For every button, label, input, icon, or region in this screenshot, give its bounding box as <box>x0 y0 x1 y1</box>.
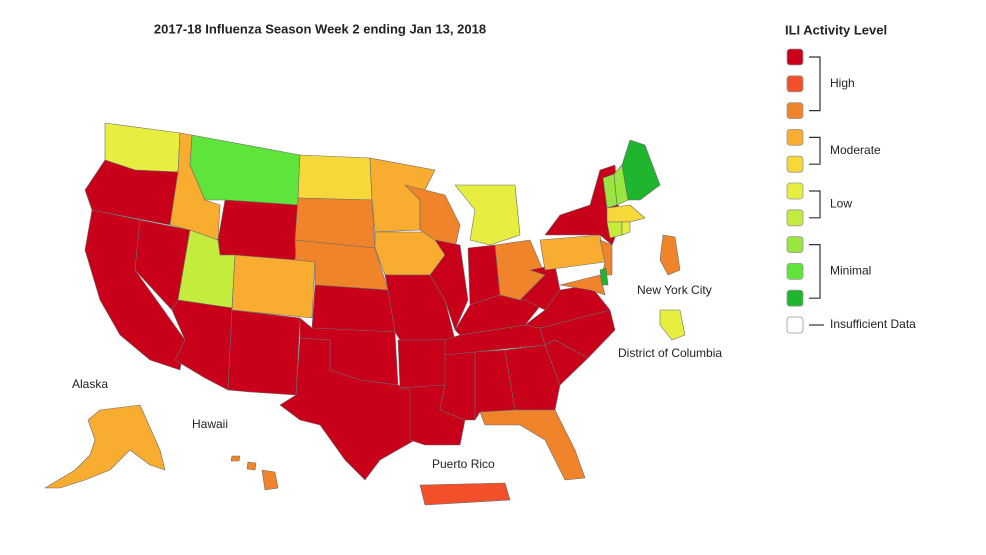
states <box>44 122 686 506</box>
legend-swatch <box>786 236 804 254</box>
legend-swatch <box>786 289 804 307</box>
legend-swatch <box>786 262 804 280</box>
legend-swatch <box>786 155 804 173</box>
legend-title: ILI Activity Level <box>785 22 887 37</box>
region-label: Alaska <box>72 377 108 391</box>
territory <box>419 482 511 506</box>
legend-label: High <box>830 76 855 90</box>
district-inset <box>659 309 686 341</box>
legend-bracket <box>809 56 821 112</box>
legend-label: Low <box>830 197 852 211</box>
legend-bracket <box>809 136 821 165</box>
region-label: Hawaii <box>192 417 228 431</box>
state <box>544 164 621 246</box>
region-label: Puerto Rico <box>432 457 495 471</box>
legend-swatch <box>786 316 804 334</box>
legend-bracket <box>809 190 821 219</box>
city-inset <box>659 234 681 276</box>
state <box>467 244 501 306</box>
state <box>429 239 469 331</box>
legend-swatch <box>786 102 804 119</box>
state <box>261 469 279 491</box>
state <box>479 409 586 481</box>
map-title: 2017-18 Influenza Season Week 2 ending J… <box>154 21 486 36</box>
state <box>297 154 373 201</box>
legend-label: Moderate <box>830 143 881 157</box>
state <box>294 197 376 249</box>
state <box>621 139 661 201</box>
legend-swatch <box>786 182 804 200</box>
state <box>504 344 561 411</box>
legend-swatch <box>786 128 804 146</box>
state <box>246 461 257 471</box>
state <box>621 221 631 236</box>
state <box>189 134 301 206</box>
region-label: District of Columbia <box>618 346 722 360</box>
legend: ILI Activity Level High Moderate Low Minima… <box>785 22 916 334</box>
state <box>44 404 166 489</box>
region-label: New York City <box>637 283 712 297</box>
legend-swatch <box>786 48 804 66</box>
state <box>539 234 606 271</box>
state <box>606 204 646 223</box>
legend-bracket <box>809 244 821 299</box>
state <box>227 309 301 396</box>
state <box>519 264 561 311</box>
state <box>606 221 623 239</box>
state <box>230 455 241 462</box>
legend-label: Minimal <box>830 264 871 278</box>
legend-swatch <box>786 209 804 227</box>
legend-label: Insufficient Data <box>830 317 916 331</box>
state <box>439 351 476 421</box>
state <box>231 254 316 319</box>
state <box>217 199 299 261</box>
state <box>454 184 521 246</box>
state <box>279 337 416 481</box>
state <box>311 284 396 333</box>
legend-swatch <box>786 75 804 93</box>
state <box>559 274 606 296</box>
